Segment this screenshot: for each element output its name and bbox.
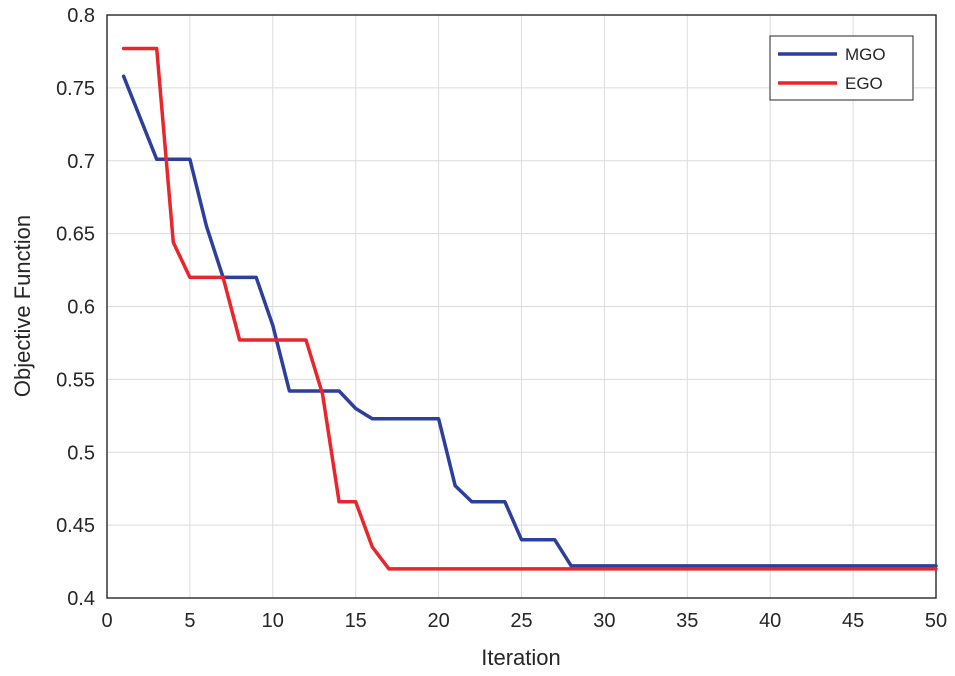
x-tick-label: 5 <box>184 610 195 632</box>
x-tick-label: 40 <box>759 610 781 632</box>
y-axis-label: Objective Function <box>10 215 35 397</box>
x-axis-label: Iteration <box>481 645 561 670</box>
y-tick-label: 0.4 <box>67 588 95 610</box>
series-line-mgo <box>121 74 938 568</box>
x-tick-label: 10 <box>262 610 284 632</box>
x-tick-label: 15 <box>345 610 367 632</box>
x-tick-label: 20 <box>427 610 449 632</box>
series-layer <box>121 46 938 571</box>
x-tick-labels: 0 5 10 15 20 25 30 35 40 45 50 <box>101 610 947 632</box>
legend: MGO EGO <box>769 35 914 101</box>
y-tick-label: 0.75 <box>56 78 95 100</box>
y-tick-label: 0.45 <box>56 515 95 537</box>
legend-label-ego: EGO <box>845 74 883 93</box>
y-tick-label: 0.65 <box>56 224 95 246</box>
y-tick-labels: 0.4 0.45 0.5 0.55 0.6 0.65 0.7 0.75 0.8 <box>56 5 95 610</box>
y-tick-label: 0.5 <box>67 442 95 464</box>
y-tick-label: 0.55 <box>56 369 95 391</box>
x-tick-label: 50 <box>925 610 947 632</box>
x-tick-label: 45 <box>842 610 864 632</box>
plot-area-frame <box>106 14 937 599</box>
x-tick-label: 35 <box>676 610 698 632</box>
x-tick-label: 30 <box>593 610 615 632</box>
x-tick-label: 25 <box>510 610 532 632</box>
y-tick-label: 0.7 <box>67 151 95 173</box>
y-tick-label: 0.8 <box>67 5 95 27</box>
x-tick-label: 0 <box>101 610 112 632</box>
legend-box <box>769 35 914 101</box>
legend-label-mgo: MGO <box>845 45 886 64</box>
series-line-ego <box>121 46 938 571</box>
y-tick-label: 0.6 <box>67 297 95 319</box>
